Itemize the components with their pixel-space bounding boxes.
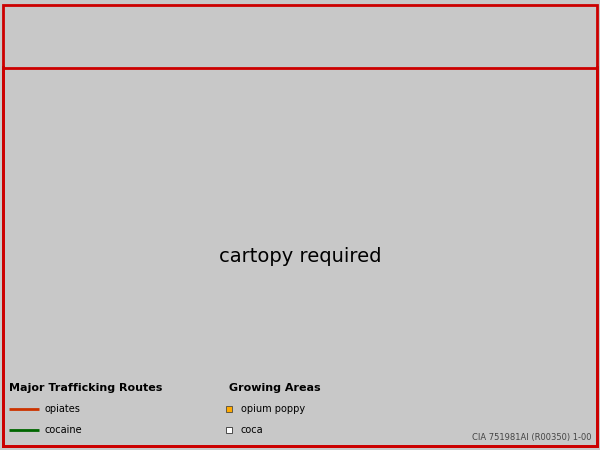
Text: opiates: opiates (44, 404, 80, 414)
Text: cocaine: cocaine (44, 425, 82, 435)
Text: opium poppy: opium poppy (241, 404, 305, 414)
Text: Major Trafficking Routes: Major Trafficking Routes (9, 382, 163, 393)
Text: cartopy required: cartopy required (219, 247, 381, 266)
Text: coca: coca (241, 425, 263, 435)
Text: Growing Areas: Growing Areas (229, 382, 320, 393)
Text: CIA 751981AI (R00350) 1-00: CIA 751981AI (R00350) 1-00 (472, 433, 591, 442)
